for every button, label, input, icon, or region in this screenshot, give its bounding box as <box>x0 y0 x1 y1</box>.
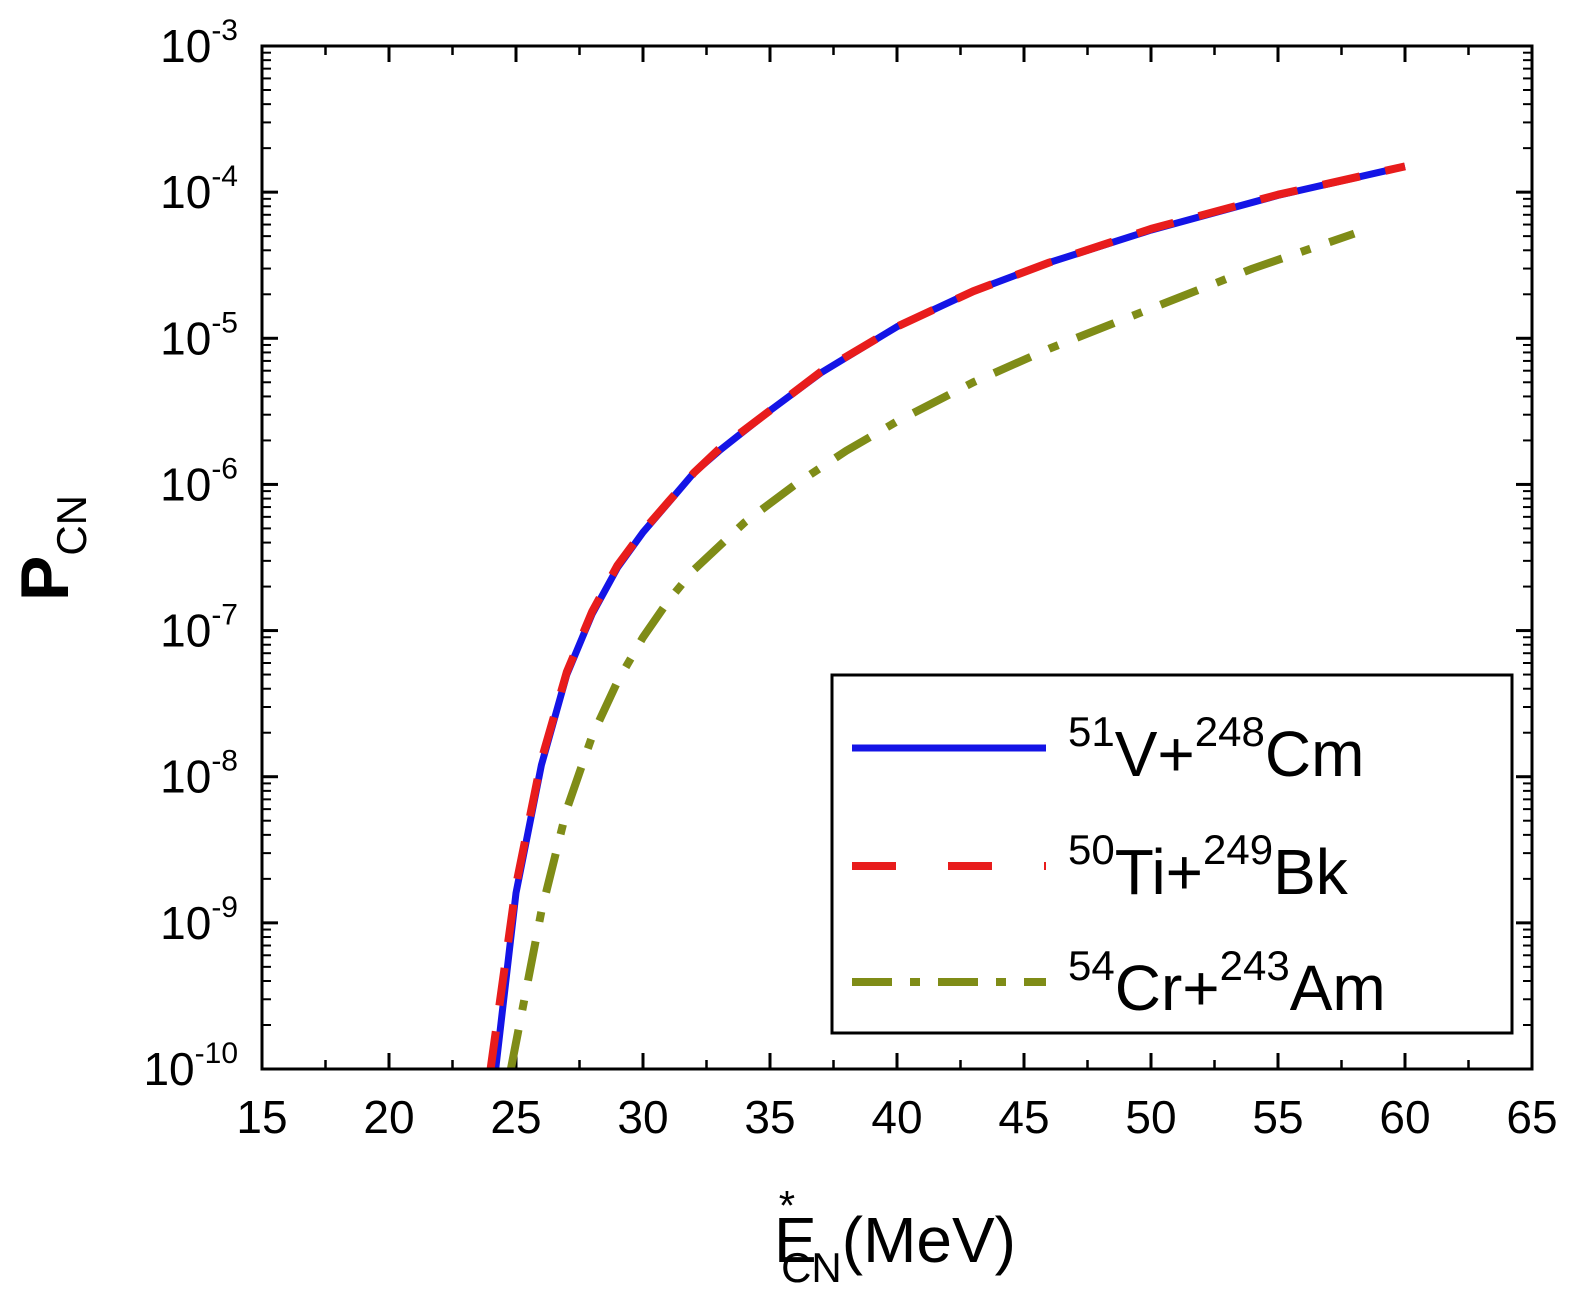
x-tick-label: 60 <box>1379 1091 1430 1143</box>
legend-box <box>830 673 1514 1035</box>
legend-label-3: 54Cr+243Am <box>1068 942 1386 1024</box>
x-tick-labels: 15 20 25 30 35 40 45 50 55 60 65 <box>236 1091 1557 1143</box>
y-tick-label: 10-6 <box>160 452 238 510</box>
x-tick-label: 65 <box>1506 1091 1557 1143</box>
legend-label-2: 50Ti+249Bk <box>1068 826 1349 908</box>
x-tick-label: 40 <box>871 1091 922 1143</box>
x-tick-label: 20 <box>363 1091 414 1143</box>
x-tick-label: 25 <box>490 1091 541 1143</box>
y-axis-label-sub: CN <box>48 495 95 556</box>
x-axis-label-sub: CN <box>781 1244 842 1291</box>
y-tick-labels: 10-10 10-9 10-8 10-7 10-6 10-5 10-4 10-3 <box>143 14 238 1095</box>
series-line-3 <box>506 229 1356 1070</box>
x-tick-label: 35 <box>744 1091 795 1143</box>
y-axis-label: PCN <box>7 495 95 601</box>
y-tick-label: 10-4 <box>160 160 238 218</box>
y-tick-label: 10-8 <box>160 745 238 803</box>
series-layer <box>486 162 1406 1070</box>
series-line-2 <box>486 162 1406 1070</box>
y-tick-label: 10-10 <box>143 1037 238 1095</box>
y-tick-label: 10-9 <box>160 891 238 949</box>
plot-frame <box>260 44 1534 1071</box>
x-axis-label-rest: (MeV) <box>842 1204 1016 1276</box>
x-tick-label: 15 <box>236 1091 287 1143</box>
y-tick-label: 10-7 <box>160 599 238 657</box>
x-axis-label-main: E <box>774 1204 817 1276</box>
x-tick-label: 45 <box>998 1091 1049 1143</box>
x-axis-label-sup: * <box>779 1182 795 1229</box>
x-tick-label: 30 <box>617 1091 668 1143</box>
y-axis-label-main: P <box>7 556 83 601</box>
legend: 51V+248Cm 50Ti+249Bk 54Cr+243Am <box>830 673 1514 1035</box>
x-tick-label: 55 <box>1252 1091 1303 1143</box>
y-tick-label: 10-5 <box>160 306 238 364</box>
y-tick-label: 10-3 <box>160 14 238 72</box>
legend-label-1: 51V+248Cm <box>1068 708 1364 790</box>
x-tick-label: 50 <box>1125 1091 1176 1143</box>
x-axis-label: E* CN(MeV) <box>774 1182 1016 1291</box>
